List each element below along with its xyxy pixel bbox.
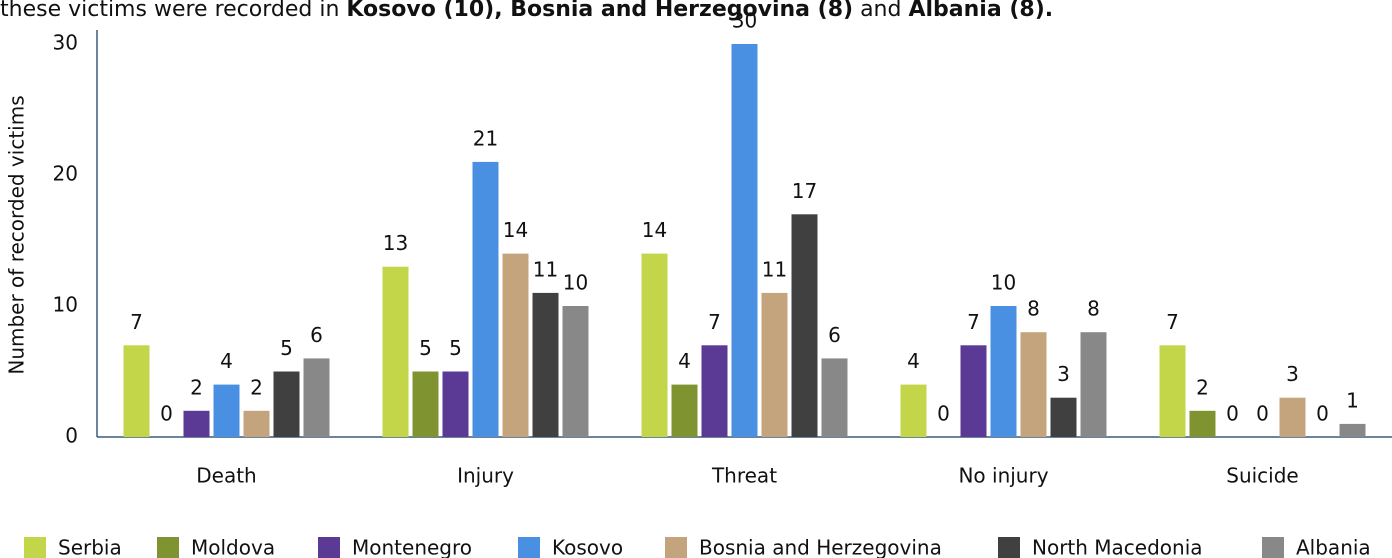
y-tick-label: 0 [65,424,78,448]
data-label: 5 [419,336,432,360]
data-label: 21 [473,126,498,150]
x-tick-label: Death [196,464,256,488]
bar [1080,332,1107,437]
data-label: 5 [449,336,462,360]
x-tick-label: No injury [958,464,1048,488]
data-label: 2 [190,375,203,399]
lead-part: these victims were recorded in [0,0,346,22]
lead-part: and [853,0,908,22]
lead-text: these victims were recorded in Kosovo (1… [0,0,1053,22]
data-label: 1 [1346,388,1359,412]
data-label: 14 [503,218,528,242]
data-label: 4 [907,349,920,373]
legend-swatch [665,537,687,558]
x-tick-label: Injury [457,464,514,488]
data-label: 13 [383,231,408,255]
data-label: 3 [1286,362,1299,386]
data-label: 17 [792,179,817,203]
data-label: 3 [1057,362,1070,386]
data-label: 11 [762,257,787,281]
bar [791,214,818,437]
y-tick-label: 30 [53,31,78,55]
legend-label: Serbia [58,536,122,558]
lead-part: Kosovo (10), Bosnia and Herzegovina (8) [346,0,853,22]
legend-label: Albania [1296,536,1371,558]
data-label: 8 [1087,297,1100,321]
data-label: 14 [642,218,667,242]
bar [671,384,698,437]
legend-label: Bosnia and Herzegovina [699,536,942,558]
legend-swatch [318,537,340,558]
bar [990,306,1017,437]
legend-swatch [518,537,540,558]
legend-label: Montenegro [352,536,472,558]
data-label: 0 [1226,402,1239,426]
data-label: 10 [991,271,1016,295]
bar [1189,410,1216,437]
bar [1339,423,1366,437]
data-label: 4 [678,349,691,373]
data-label: 10 [563,271,588,295]
y-tick-label: 10 [53,293,78,317]
bar [900,384,927,437]
legend-label: Kosovo [552,536,623,558]
legend-swatch [1262,537,1284,558]
bar [472,161,499,437]
data-label: 7 [708,310,721,334]
bar [1050,397,1077,437]
lead-part: Albania (8). [908,0,1053,22]
data-label: 11 [533,257,558,281]
y-tick-label: 20 [53,162,78,186]
y-axis-label: Number of recorded victims [5,95,29,374]
legend-label: Moldova [191,536,275,558]
data-label: 5 [280,336,293,360]
bar [641,253,668,437]
bar [821,358,848,437]
data-label: 2 [1196,375,1209,399]
bar [701,345,728,437]
data-label: 0 [160,402,173,426]
bar [213,384,240,437]
bar [303,358,330,437]
bar [502,253,529,437]
bar [1279,397,1306,437]
bar [562,306,589,437]
bar [960,345,987,437]
x-tick-label: Suicide [1226,464,1298,488]
data-label: 7 [967,310,980,334]
legend-swatch [998,537,1020,558]
bar [412,371,439,437]
data-label: 6 [310,323,323,347]
data-label: 7 [130,310,143,334]
legend-swatch [157,537,179,558]
bar [761,292,788,437]
data-label: 4 [220,349,233,373]
x-tick-label: Threat [711,464,777,488]
legend-label: North Macedonia [1032,536,1203,558]
bar [123,345,150,437]
bar [731,44,758,437]
bar [243,410,270,437]
bar [183,410,210,437]
data-label: 8 [1027,297,1040,321]
bar [273,371,300,437]
data-label: 2 [250,375,263,399]
data-label: 7 [1166,310,1179,334]
bar [1159,345,1186,437]
data-label: 0 [1256,402,1269,426]
data-label: 0 [937,402,950,426]
bar [532,292,559,437]
bar [1020,332,1047,437]
data-label: 30 [732,9,757,33]
data-label: 6 [828,323,841,347]
bar [382,266,409,437]
legend-swatch [24,537,46,558]
bar [442,371,469,437]
data-label: 0 [1316,402,1329,426]
